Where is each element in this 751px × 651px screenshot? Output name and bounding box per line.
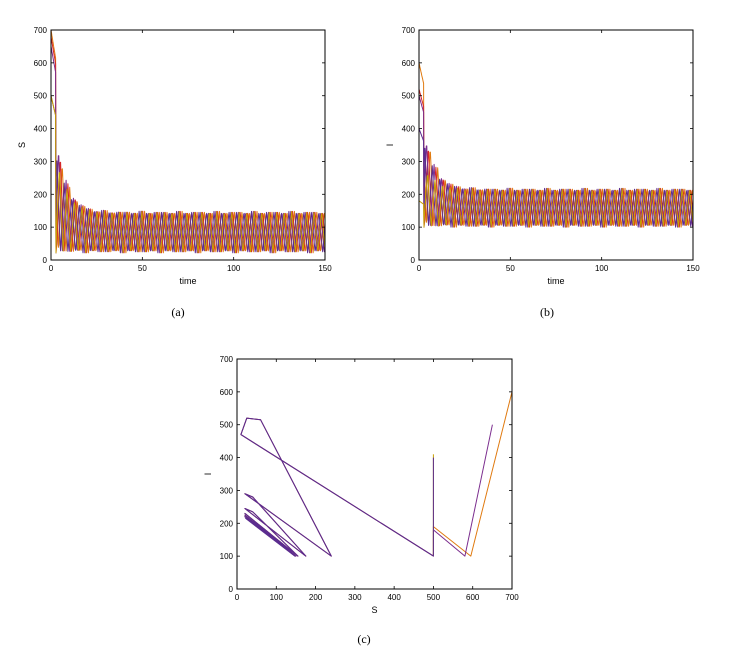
chart-a: 0 50 100 150 0 100 200 300 400 500 600 700 time S (a)	[17, 26, 332, 319]
series-line-3	[240, 417, 434, 557]
series-group	[240, 391, 512, 557]
y-tick-label: 600	[34, 59, 48, 68]
x-tick-label: 300	[348, 593, 362, 602]
series-line-4	[51, 95, 325, 254]
x-axis-label: time	[547, 276, 564, 286]
plot-frame	[418, 29, 694, 261]
y-tick-label: 200	[402, 190, 416, 199]
y-tick-label: 0	[411, 256, 416, 265]
y-tick-label: 300	[34, 157, 48, 166]
y-tick-label: 300	[402, 157, 416, 166]
y-tick-label: 300	[220, 486, 234, 495]
plot-frame	[50, 29, 326, 261]
y-tick-label: 200	[220, 519, 234, 528]
x-tick-label: 400	[387, 593, 401, 602]
x-axis-label: time	[179, 276, 196, 286]
x-tick-label: 200	[309, 593, 323, 602]
y-tick-label: 700	[34, 26, 48, 35]
y-tick-label: 700	[402, 26, 416, 35]
y-tick-label: 0	[229, 585, 234, 594]
y-tick-label: 400	[34, 125, 48, 134]
figure-caption: (b)	[540, 305, 554, 319]
series-group	[419, 62, 693, 228]
y-tick-label: 600	[402, 59, 416, 68]
chart-b: 0 50 100 150 0 100 200 300 400 500 600 700 time I (b)	[385, 26, 700, 319]
y-tick-label: 400	[402, 125, 416, 134]
y-tick-label: 700	[220, 355, 234, 364]
y-axis-label: I	[385, 144, 395, 147]
y-tick-label: 100	[34, 223, 48, 232]
series-line-4	[419, 175, 693, 228]
y-tick-label: 100	[402, 223, 416, 232]
y-axis-label: S	[17, 142, 27, 148]
x-tick-label: 0	[235, 593, 240, 602]
chart-c: 0 100 200 300 400 500 600 700 0 100 200 300 400 500 60…	[203, 355, 519, 646]
x-tick-label: 700	[505, 593, 519, 602]
figure-caption: (a)	[171, 305, 184, 319]
y-axis-label: I	[203, 473, 213, 476]
x-tick-label: 0	[417, 264, 422, 273]
x-tick-label: 100	[270, 593, 284, 602]
x-tick-label: 100	[227, 264, 241, 273]
x-tick-label: 150	[686, 264, 700, 273]
y-tick-label: 200	[34, 190, 48, 199]
y-tick-label: 500	[34, 92, 48, 101]
x-axis-label: S	[371, 605, 377, 615]
y-tick-label: 600	[220, 388, 234, 397]
x-tick-label: 0	[49, 264, 54, 273]
x-tick-label: 150	[318, 264, 332, 273]
series-line-0	[240, 391, 512, 557]
series-group	[51, 30, 325, 254]
x-tick-label: 50	[506, 264, 515, 273]
y-tick-label: 500	[402, 92, 416, 101]
series-line-3	[419, 128, 693, 228]
y-tick-label: 100	[220, 552, 234, 561]
x-tick-label: 50	[138, 264, 147, 273]
x-tick-label: 500	[427, 593, 441, 602]
figure-caption: (c)	[357, 632, 370, 646]
x-tick-label: 600	[466, 593, 480, 602]
y-tick-label: 400	[220, 454, 234, 463]
y-tick-label: 0	[43, 256, 48, 265]
x-tick-label: 100	[595, 264, 609, 273]
y-tick-label: 500	[220, 421, 234, 430]
plot-frame	[236, 358, 513, 590]
